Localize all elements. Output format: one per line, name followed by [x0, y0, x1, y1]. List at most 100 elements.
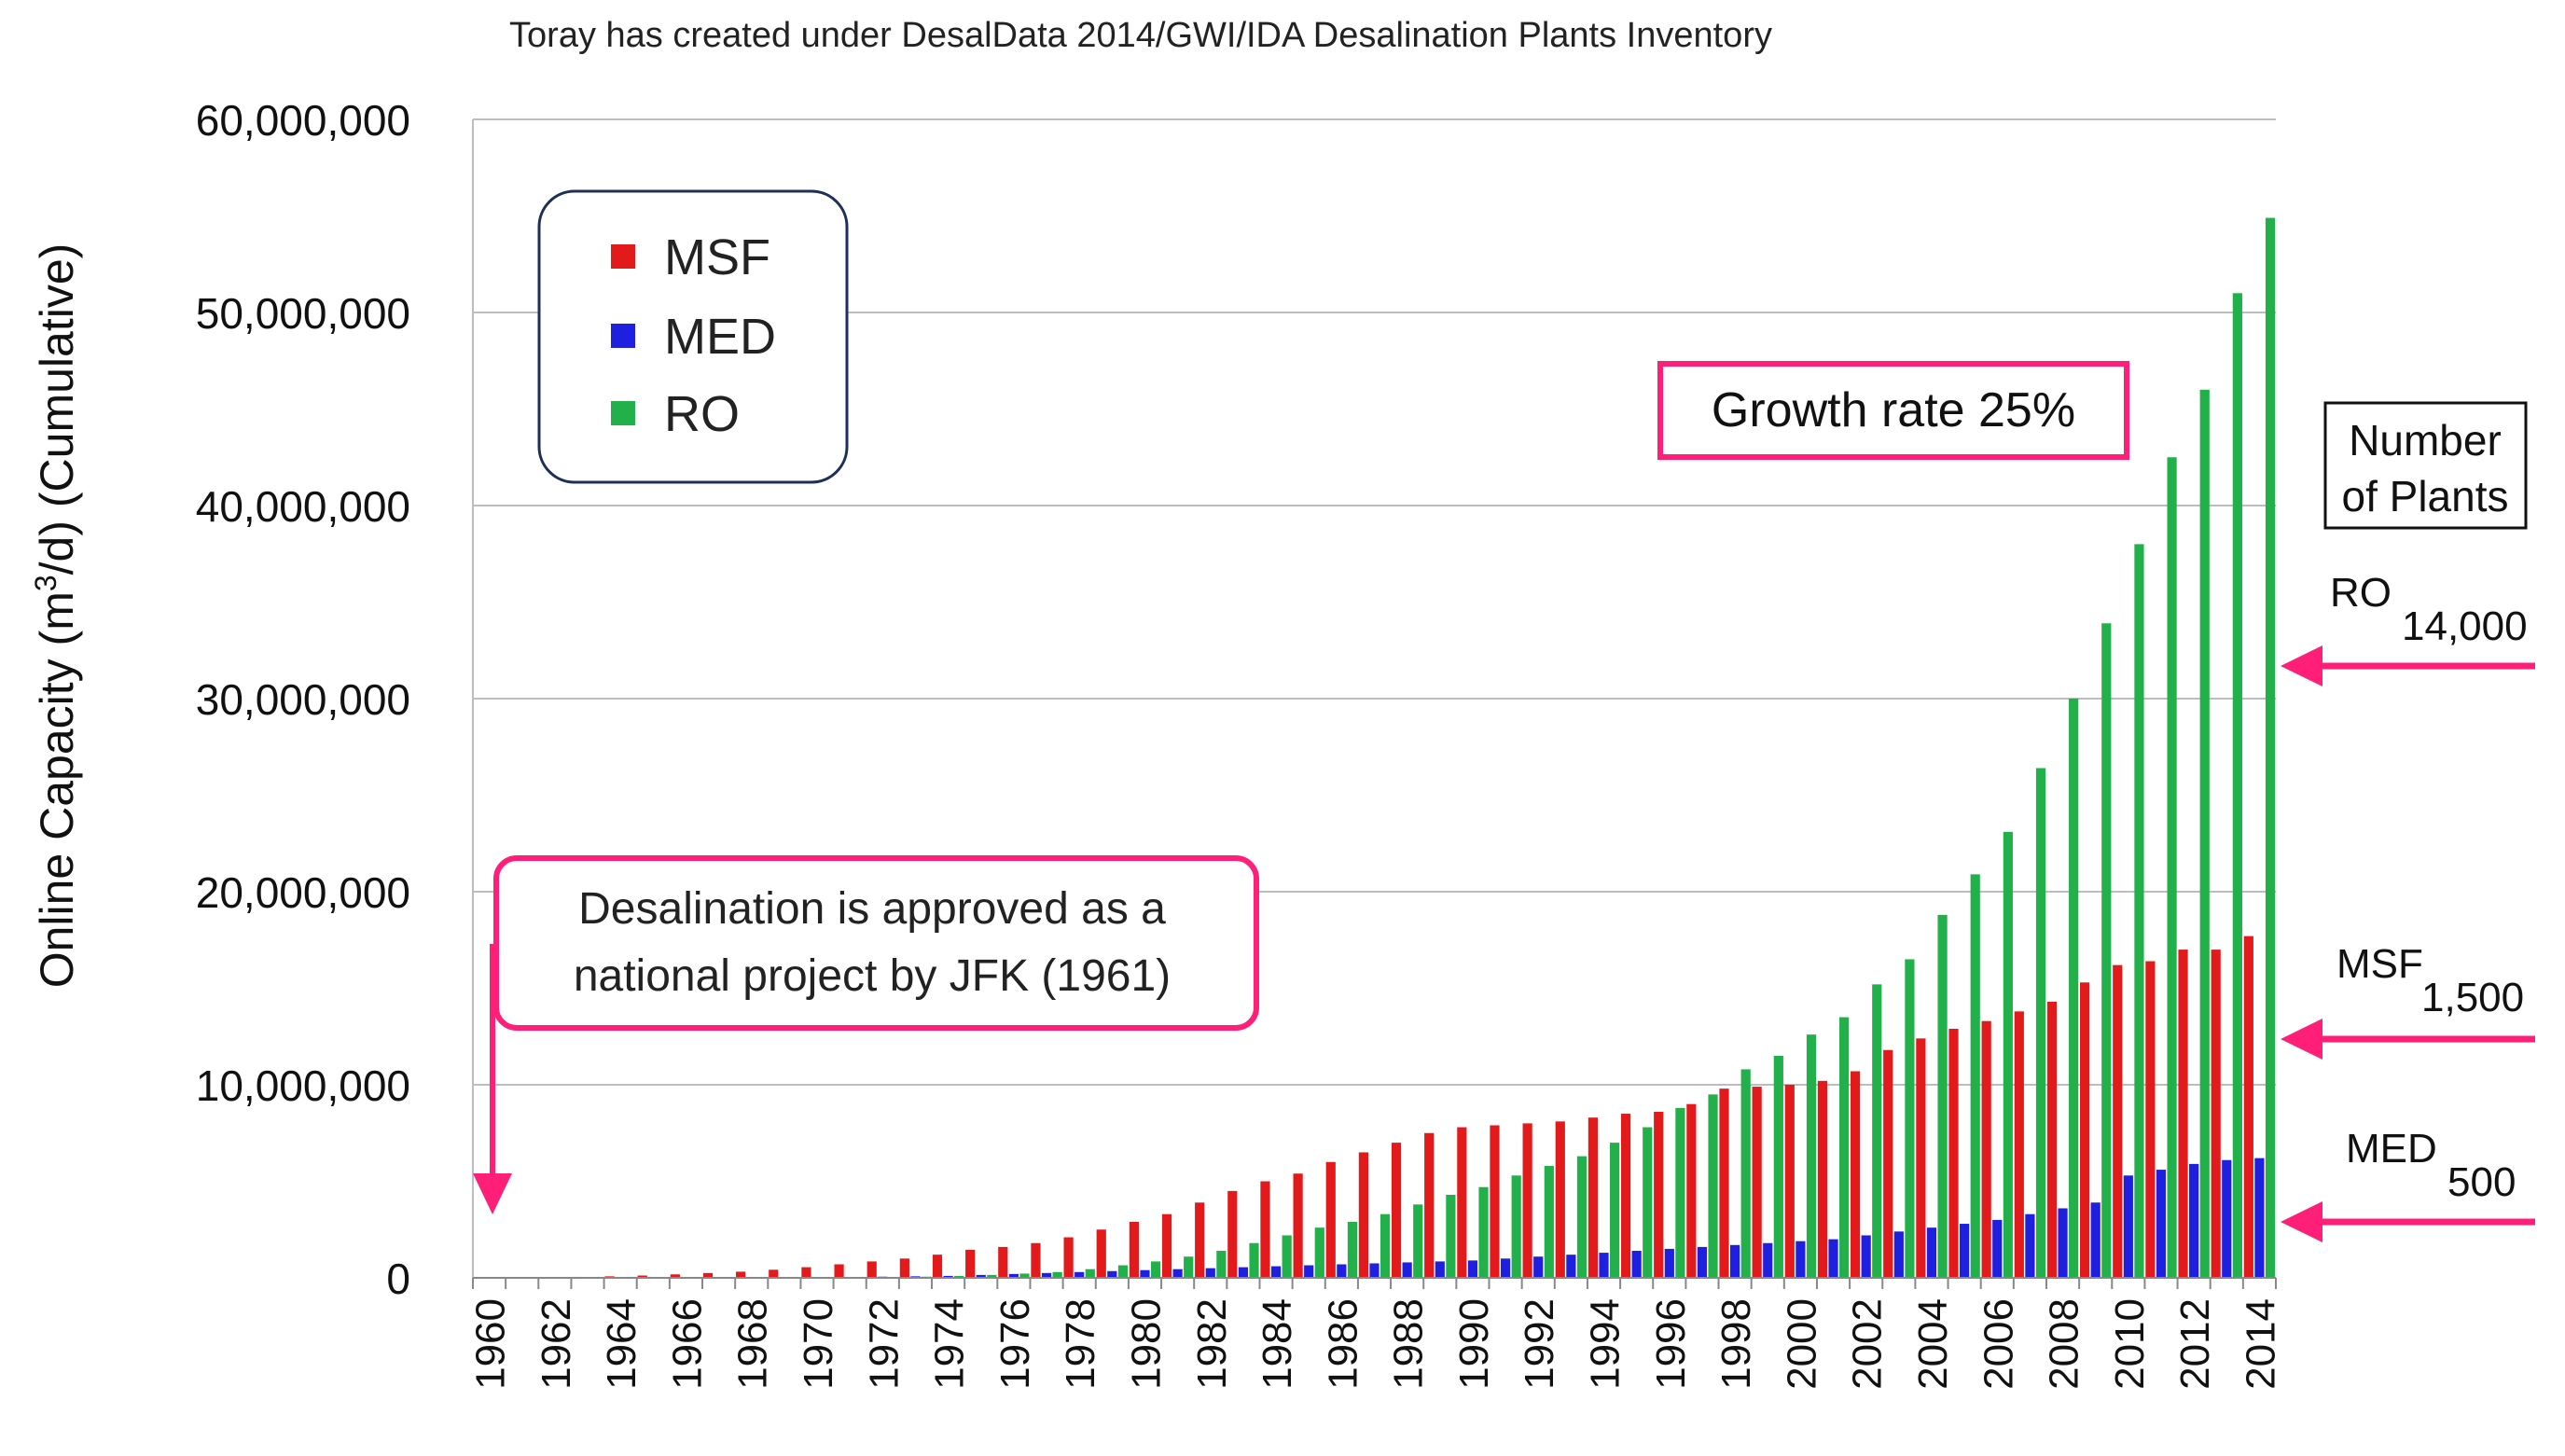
- bar-ro-2009: [2101, 623, 2112, 1278]
- ro-arrow-head: [2281, 645, 2322, 686]
- bar-med-1976: [1008, 1273, 1019, 1278]
- bar-ro-2012: [2199, 389, 2210, 1278]
- x-tick-label: 2006: [1976, 1298, 2021, 1390]
- x-tick-label: 1982: [1189, 1298, 1235, 1390]
- y-axis-label: Online Capacity (m3/d) (Cumulative): [29, 243, 83, 989]
- bar-ro-1978: [1085, 1269, 1095, 1278]
- bar-msf-1996: [1654, 1111, 1664, 1278]
- bar-ro-1998: [1740, 1069, 1751, 1278]
- bar-med-1992: [1533, 1256, 1544, 1278]
- y-axis-label-sup: 3: [29, 575, 62, 591]
- bar-med-1984: [1270, 1266, 1282, 1278]
- legend-swatch-med: [611, 324, 635, 348]
- bar-ro-1976: [1019, 1273, 1030, 1278]
- x-axis-ticks: 1960 1962 1964 1966 1968 1970 1972 1974 1976 1978…: [468, 1277, 2283, 1390]
- bar-ro-2003: [1905, 959, 1915, 1278]
- jfk-arrow-head: [473, 1173, 512, 1214]
- bar-msf-1998: [1719, 1089, 1729, 1278]
- bar-ro-1983: [1249, 1242, 1259, 1278]
- bar-med-1995: [1631, 1251, 1642, 1278]
- bar-ro-2000: [1806, 1034, 1817, 1278]
- bar-msf-2013: [2211, 950, 2221, 1278]
- bar-msf-1974: [932, 1255, 943, 1278]
- bar-msf-1992: [1522, 1123, 1532, 1278]
- x-tick-label: 1996: [1648, 1298, 1694, 1390]
- bar-msf-1967: [702, 1272, 714, 1278]
- bar-ro-1982: [1216, 1251, 1227, 1278]
- bar-med-1983: [1238, 1267, 1249, 1278]
- bar-med-1985: [1304, 1265, 1314, 1278]
- bar-med-1978: [1075, 1271, 1085, 1278]
- bar-ro-1987: [1380, 1213, 1391, 1278]
- bar-ro-1992: [1544, 1165, 1554, 1278]
- bar-med-1998: [1730, 1244, 1740, 1278]
- x-tick-label: 1970: [796, 1298, 841, 1390]
- bars: [539, 217, 2276, 1278]
- bar-ro-2006: [2003, 831, 2013, 1278]
- x-tick-label: 1962: [534, 1298, 579, 1390]
- bar-med-1993: [1566, 1255, 1576, 1278]
- bar-msf-1999: [1752, 1087, 1762, 1278]
- bar-med-1999: [1763, 1242, 1773, 1278]
- x-tick-label: 1976: [992, 1298, 1038, 1390]
- bar-msf-1987: [1358, 1152, 1368, 1278]
- plant-count-msf: MSF 1,500: [2336, 941, 2524, 1020]
- bar-ro-1990: [1478, 1186, 1489, 1278]
- bar-msf-2006: [1981, 1020, 1991, 1278]
- x-tick-label: 2014: [2238, 1298, 2283, 1390]
- bar-msf-1997: [1686, 1103, 1697, 1278]
- bar-ro-1997: [1708, 1094, 1718, 1278]
- x-tick-label: 1966: [664, 1298, 710, 1390]
- bar-msf-2010: [2113, 964, 2123, 1278]
- growth-rate-annotation: Growth rate 25%: [1657, 361, 2129, 460]
- bar-ro-2014: [2265, 217, 2276, 1278]
- plant-count-msf-value: 1,500: [2421, 975, 2524, 1020]
- bar-ro-1989: [1446, 1194, 1456, 1278]
- bar-ro-1979: [1117, 1265, 1129, 1278]
- bar-med-1982: [1205, 1268, 1215, 1278]
- bar-msf-1979: [1096, 1229, 1106, 1278]
- bar-ro-1981: [1184, 1256, 1194, 1278]
- bar-med-1986: [1337, 1264, 1347, 1278]
- x-tick-label: 1972: [861, 1298, 907, 1390]
- bar-msf-2004: [1916, 1038, 1926, 1278]
- bar-med-1975: [976, 1274, 986, 1278]
- legend-label-ro: RO: [664, 386, 740, 442]
- bar-med-1990: [1467, 1260, 1478, 1278]
- y-tick-label: 60,000,000: [196, 96, 410, 145]
- bar-ro-2005: [1970, 874, 1980, 1278]
- bar-msf-2005: [1948, 1028, 1959, 1278]
- bar-med-1991: [1500, 1258, 1511, 1278]
- bar-med-2005: [1960, 1224, 1970, 1278]
- bar-msf-2001: [1817, 1080, 1828, 1278]
- bar-med-1974: [943, 1275, 953, 1278]
- bar-msf-2009: [2080, 982, 2090, 1278]
- number-of-plants-line1: Number: [2349, 416, 2502, 465]
- bar-ro-2001: [1839, 1017, 1850, 1278]
- bar-msf-1990: [1457, 1127, 1467, 1278]
- bar-med-2014: [2254, 1158, 2265, 1278]
- bar-ro-1994: [1610, 1143, 1620, 1278]
- bar-med-1989: [1435, 1261, 1445, 1278]
- x-tick-label: 1980: [1123, 1298, 1169, 1390]
- bar-med-2003: [1893, 1231, 1904, 1278]
- bar-msf-1989: [1424, 1132, 1435, 1278]
- bar-ro-1975: [987, 1274, 997, 1278]
- bar-med-1987: [1369, 1263, 1380, 1278]
- bar-msf-1970: [801, 1267, 811, 1278]
- y-axis-ticks: 0 10,000,000 20,000,000 30,000,000 40,000,00…: [196, 96, 410, 1303]
- legend-label-msf: MSF: [664, 229, 770, 285]
- chart-title: Toray has created under DesalData 2014/G…: [509, 16, 1772, 55]
- bar-msf-2011: [2145, 961, 2156, 1278]
- bar-msf-1981: [1161, 1213, 1172, 1278]
- bar-ro-1985: [1314, 1227, 1324, 1278]
- legend: MSF MED RO: [537, 189, 849, 484]
- y-tick-label: 50,000,000: [196, 289, 410, 338]
- bar-med-2007: [2025, 1213, 2035, 1278]
- x-tick-label: 1974: [927, 1298, 973, 1390]
- bar-msf-1976: [998, 1246, 1008, 1278]
- x-tick-label: 1978: [1058, 1298, 1103, 1390]
- bar-ro-1999: [1773, 1055, 1783, 1278]
- bar-med-2009: [2090, 1202, 2101, 1278]
- growth-rate-text: Growth rate 25%: [1712, 383, 2075, 437]
